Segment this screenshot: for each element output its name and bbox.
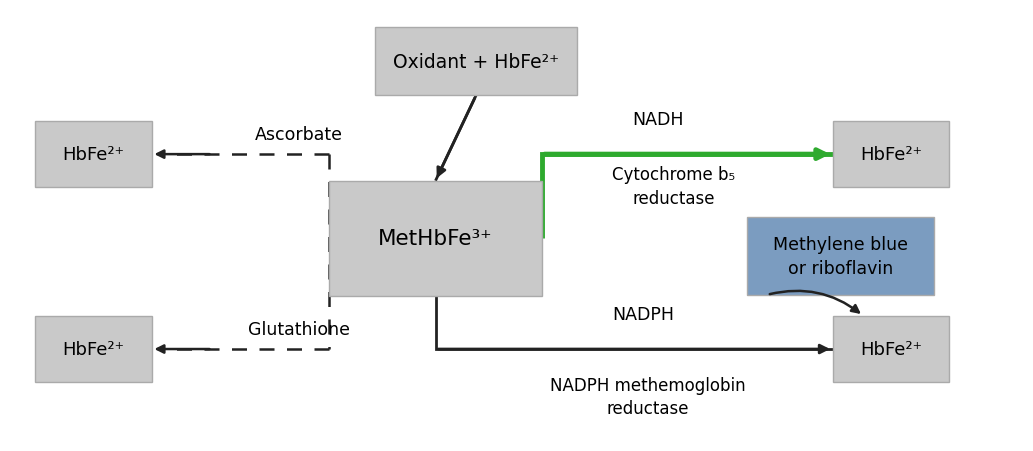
Text: Ascorbate: Ascorbate	[255, 126, 343, 144]
FancyBboxPatch shape	[375, 28, 577, 96]
Text: NADH: NADH	[632, 110, 684, 129]
Text: NADPH: NADPH	[612, 305, 675, 323]
Text: Cytochrome b₅
reductase: Cytochrome b₅ reductase	[612, 166, 734, 207]
Text: HbFe²⁺: HbFe²⁺	[62, 340, 124, 358]
FancyBboxPatch shape	[833, 122, 949, 188]
Text: HbFe²⁺: HbFe²⁺	[62, 146, 124, 164]
Text: Methylene blue
or riboflavin: Methylene blue or riboflavin	[773, 236, 908, 277]
FancyBboxPatch shape	[747, 218, 934, 295]
Text: Glutathione: Glutathione	[248, 320, 350, 338]
Text: HbFe²⁺: HbFe²⁺	[860, 340, 922, 358]
Text: HbFe²⁺: HbFe²⁺	[860, 146, 922, 164]
FancyBboxPatch shape	[35, 316, 152, 382]
Text: Oxidant + HbFe²⁺: Oxidant + HbFe²⁺	[393, 52, 559, 71]
FancyBboxPatch shape	[330, 181, 541, 296]
Text: MetHbFe³⁺: MetHbFe³⁺	[378, 229, 493, 249]
Text: NADPH methemoglobin
reductase: NADPH methemoglobin reductase	[551, 376, 746, 417]
FancyBboxPatch shape	[35, 122, 152, 188]
FancyBboxPatch shape	[833, 316, 949, 382]
